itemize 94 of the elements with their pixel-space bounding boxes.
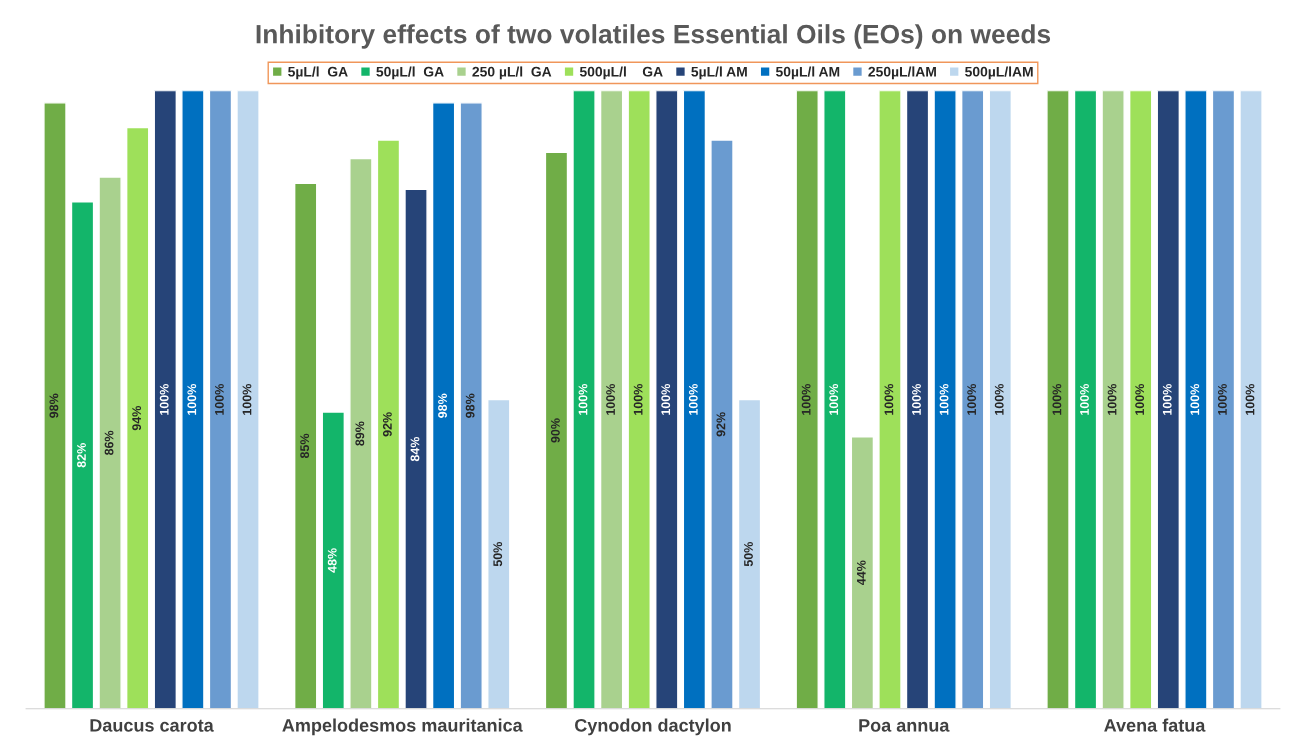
data-label: 100%	[1217, 383, 1227, 415]
bar	[181, 90, 205, 709]
data-label: 100%	[884, 383, 894, 415]
data-label: 100%	[994, 383, 1004, 415]
bar	[98, 176, 122, 709]
bar	[431, 102, 456, 709]
data-label: 89%	[355, 421, 365, 446]
bar	[1128, 90, 1153, 709]
data-label: 50%	[493, 542, 503, 567]
data-label: 48%	[327, 548, 337, 573]
data-label: 100%	[1190, 383, 1200, 415]
bar	[349, 157, 373, 709]
bar	[905, 90, 930, 709]
bar	[655, 90, 679, 709]
bar	[125, 126, 150, 709]
data-label: 44%	[856, 560, 866, 586]
bar	[153, 90, 178, 709]
bar	[1073, 90, 1098, 709]
data-label: 100%	[688, 383, 698, 415]
bar	[459, 102, 483, 709]
bar	[1184, 90, 1208, 709]
bar	[487, 398, 511, 709]
x-tick-label: Poa annua	[859, 719, 950, 732]
data-label: 92%	[716, 412, 726, 437]
data-label: 50%	[744, 542, 753, 567]
x-tick-label: Daucus carota	[90, 719, 214, 732]
x-tick-label: Ampelodesmos mauritanica	[282, 718, 523, 736]
bar	[544, 151, 569, 709]
legend-label: 5µL/l AM	[691, 66, 747, 80]
data-label: 100%	[1162, 383, 1172, 415]
bar	[404, 188, 428, 709]
bar	[208, 90, 233, 709]
data-label: 86%	[104, 430, 114, 456]
bar	[599, 90, 624, 709]
data-label: 100%	[1245, 383, 1255, 415]
bar	[960, 90, 985, 709]
bar	[850, 436, 875, 709]
data-label: 100%	[801, 383, 811, 415]
data-label: 100%	[1080, 383, 1089, 415]
bar	[795, 90, 819, 709]
data-label: 90%	[550, 418, 560, 443]
data-label: 84%	[410, 436, 420, 462]
bar	[572, 90, 596, 709]
x-tick-label: Avena fatua	[1104, 718, 1206, 732]
data-label: 100%	[1107, 383, 1117, 415]
bar	[321, 411, 346, 709]
bar	[1239, 90, 1263, 709]
data-label: 100%	[214, 383, 224, 415]
data-label: 92%	[382, 412, 392, 437]
bar	[236, 90, 260, 709]
bar	[823, 90, 847, 709]
legend-label: 5µL/l GA	[288, 66, 348, 80]
legend-label: 50µL/l GA	[376, 66, 444, 80]
bar	[376, 139, 401, 709]
data-label: 100%	[912, 383, 921, 415]
legend-label: 500µL/l GA	[579, 66, 663, 80]
bar	[43, 102, 67, 709]
bar	[737, 398, 762, 709]
x-tick-label: Cynodon dactylon	[575, 718, 731, 736]
chart-title: Inhibitory effects of two volatiles Essential Oils (EOs) on weeds	[256, 24, 1051, 49]
bar	[1046, 90, 1070, 709]
data-label: 100%	[159, 383, 169, 415]
bar	[933, 90, 957, 709]
bar	[988, 90, 1013, 709]
data-label: 98%	[49, 393, 59, 418]
bar	[878, 90, 902, 709]
legend-label: 50µL/l AM	[775, 66, 840, 80]
data-label: 100%	[1052, 383, 1062, 415]
data-label: 85%	[300, 433, 310, 459]
data-label: 100%	[578, 383, 588, 415]
data-label: 100%	[661, 383, 671, 415]
bar	[1211, 90, 1236, 709]
legend-label: 250 µL/l GA	[472, 66, 552, 80]
bar	[627, 90, 651, 709]
data-label: 98%	[438, 393, 447, 418]
data-label: 100%	[829, 383, 839, 415]
data-label: 98%	[465, 393, 475, 418]
bar	[1101, 90, 1125, 709]
data-label: 100%	[1135, 383, 1145, 415]
data-label: 100%	[242, 383, 252, 415]
legend-label: 250µL/lAM	[868, 66, 936, 80]
bar	[293, 182, 318, 709]
data-label: 100%	[939, 383, 949, 415]
data-label: 100%	[633, 383, 643, 415]
bar	[682, 90, 707, 709]
data-label: 100%	[606, 383, 615, 415]
bar	[1156, 90, 1181, 709]
data-label: 100%	[967, 383, 977, 415]
data-label: 94%	[132, 405, 142, 431]
legend-label: 500µL/lAM	[965, 66, 1033, 80]
bar	[710, 139, 734, 709]
data-label: 100%	[187, 383, 197, 415]
data-label: 82%	[77, 443, 86, 468]
bar	[70, 201, 95, 709]
